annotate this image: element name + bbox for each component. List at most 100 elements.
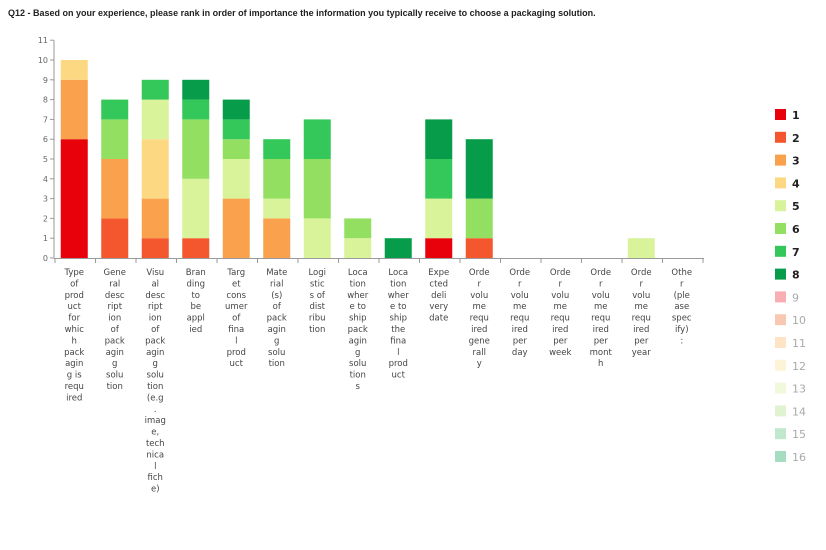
y-tick-label: 0 <box>43 254 48 263</box>
legend-swatch <box>775 245 786 257</box>
x-category-label: Expe cted deli very date <box>428 268 449 324</box>
bar-segment <box>101 218 129 258</box>
bar-segment <box>344 238 372 258</box>
bar-segment <box>263 198 291 219</box>
bar-segment <box>141 79 169 100</box>
y-tick-label: 6 <box>43 135 48 144</box>
bar-segment <box>263 218 291 258</box>
x-category-label: Targ et cons umer of fina l prod uct <box>225 268 248 369</box>
bars <box>60 60 655 258</box>
bar-segment <box>182 119 210 179</box>
x-category-label: Bran ding to be appl ied <box>186 268 206 335</box>
legend-label: 11 <box>792 337 806 350</box>
x-category-label: Loca tion wher e to ship the fina l prod uct <box>388 268 410 381</box>
legend-label: 8 <box>792 269 800 282</box>
legend-swatch <box>775 291 786 303</box>
bar-segment <box>222 139 250 159</box>
bar-segment <box>101 99 129 120</box>
legend-swatch <box>775 337 786 348</box>
bar-segment <box>465 139 493 199</box>
x-category-label: Orde r volu me requ ired per year <box>631 268 652 358</box>
bar-segment <box>384 238 412 258</box>
x-category-label: Orde r volu me requ ired gene rall y <box>469 268 490 369</box>
legend-label: 5 <box>792 200 800 213</box>
legend-swatch <box>775 359 786 371</box>
legend-swatch <box>775 405 786 417</box>
legend-label: 4 <box>792 177 800 190</box>
bar-segment <box>425 119 453 159</box>
legend-label: 1 <box>792 109 800 122</box>
legend-swatch <box>775 428 786 440</box>
legend-swatch <box>775 268 786 280</box>
y-tick-label: 2 <box>43 214 48 223</box>
x-category-label: Orde r volu me requ ired per day <box>509 268 530 358</box>
chart-title: Q12 - Based on your experience, please r… <box>8 8 596 18</box>
y-tick-label: 7 <box>43 115 48 124</box>
bar-segment <box>425 198 453 239</box>
bar-segment <box>344 218 372 239</box>
x-category-label: Logi stic s of dist ribu tion <box>308 268 326 335</box>
bar-segment <box>303 218 331 258</box>
legend-label: 16 <box>792 451 806 464</box>
bar-segment <box>182 238 210 258</box>
legend-swatch <box>775 154 786 166</box>
bar-segment <box>222 159 250 199</box>
legend-swatch <box>775 131 786 143</box>
x-category-label: Othe r (ple ase spec ify): <box>671 268 692 346</box>
legend-label: 2 <box>792 132 800 145</box>
bar-segment <box>425 238 453 258</box>
legend-swatch <box>775 223 786 234</box>
legend-label: 15 <box>792 428 806 441</box>
bar-segment <box>303 119 331 159</box>
bar-segment <box>263 159 291 199</box>
bar-segment <box>222 119 250 140</box>
legend-label: 9 <box>792 291 799 304</box>
bar-segment <box>303 159 331 219</box>
bar-segment <box>627 238 655 258</box>
bar-segment <box>182 79 210 100</box>
y-tick-label: 1 <box>43 234 48 243</box>
bar-segment <box>60 79 88 140</box>
y-tick-label: 4 <box>43 175 48 184</box>
bar-segment <box>465 238 493 258</box>
y-tick-label: 5 <box>43 155 48 164</box>
bar-segment <box>263 139 291 159</box>
legend-swatch <box>775 451 786 462</box>
bar-segment <box>60 139 88 258</box>
legend-label: 7 <box>792 246 800 259</box>
legend-label: 14 <box>792 405 806 418</box>
bar-segment <box>222 99 250 120</box>
bar-segment <box>425 159 453 199</box>
legend-swatch <box>775 314 786 326</box>
bar-segment <box>101 119 129 159</box>
bar-segment <box>465 198 493 239</box>
y-tick-label: 3 <box>43 195 48 204</box>
y-tick-label: 11 <box>38 36 48 45</box>
bar-segment <box>222 198 250 258</box>
legend-label: 12 <box>792 360 806 373</box>
bar-segment <box>141 139 169 199</box>
y-tick-label: 10 <box>38 56 48 65</box>
legend-swatch <box>775 200 786 212</box>
legend-label: 13 <box>792 383 806 396</box>
legend-label: 6 <box>792 223 800 236</box>
y-tick-label: 8 <box>43 96 48 105</box>
x-category-label: Type of prod uct for whic h pack agin g is requ ire… <box>63 268 84 403</box>
bar-segment <box>182 178 210 239</box>
bar-segment <box>141 198 169 239</box>
legend-swatch <box>775 177 786 189</box>
bar-segment <box>141 238 169 258</box>
x-category-label: Gene ral desc ript ion of pack agin g solu tion <box>104 268 126 392</box>
bar-segment <box>141 99 169 140</box>
bar-segment <box>60 60 88 80</box>
x-category-label: Loca tion wher e to ship pack agin g solu tion s <box>347 268 369 392</box>
x-category-label: Visu al desc ript ion of pack agin g solu tion (e.g… <box>145 268 166 495</box>
legend-swatch <box>775 382 786 394</box>
legend-swatch <box>775 109 786 120</box>
legend-label: 10 <box>792 314 806 327</box>
x-category-label: Orde r volu me requ ired per mont h <box>590 268 613 369</box>
x-category-labels: Type of prod uct for whic h pack agin g is requ ire… <box>63 268 692 495</box>
y-ticks: 0 1 2 3 4 5 6 7 8 9 10 11 <box>38 36 704 263</box>
